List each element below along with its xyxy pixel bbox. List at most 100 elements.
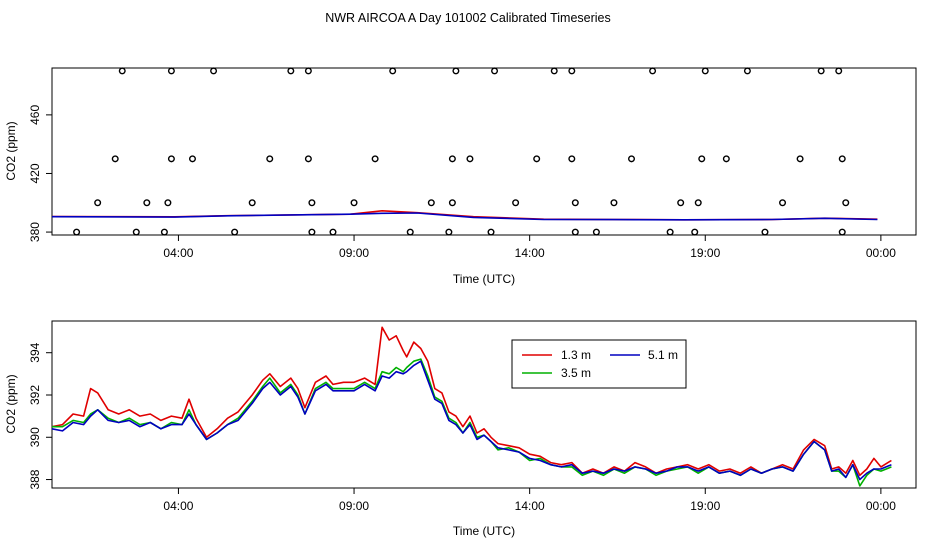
legend-label-1-3m: 1.3 m xyxy=(561,348,591,362)
calibration-point xyxy=(838,228,846,236)
calibration-point xyxy=(571,199,579,207)
calibration-point xyxy=(487,228,495,236)
top-plot-frame xyxy=(51,67,917,236)
bottom-y-tick-label: 392 xyxy=(28,385,42,405)
chart-title: NWR AIRCOA A Day 101002 Calibrated Times… xyxy=(325,11,611,25)
calibration-point xyxy=(188,155,196,163)
calibration-point xyxy=(427,199,435,207)
calibration-point xyxy=(835,67,843,75)
calibration-point xyxy=(350,199,358,207)
top-x-tick-label: 00:00 xyxy=(866,246,896,260)
legend-box xyxy=(511,339,687,389)
bottom-x-ticks: 04:00 09:00 14:00 19:00 00:00 xyxy=(163,488,896,513)
top-y-tick-label: 380 xyxy=(28,222,42,242)
calibration-point xyxy=(248,199,256,207)
calibration-point xyxy=(701,67,709,75)
top-x-tick-label: 09:00 xyxy=(339,246,369,260)
calibration-point xyxy=(448,199,456,207)
calibration-point xyxy=(571,228,579,236)
calibration-point xyxy=(160,228,168,236)
calibration-point xyxy=(691,228,699,236)
bottom-y-ticks: 388 390 392 394 xyxy=(28,342,52,490)
legend: 1.3 m 3.5 m 5.1 m xyxy=(511,339,687,389)
calibration-point xyxy=(406,228,414,236)
top-ylabel: CO2 (ppm) xyxy=(4,121,18,180)
calibration-point xyxy=(329,228,337,236)
calibration-point xyxy=(210,67,218,75)
top-x-tick-label: 14:00 xyxy=(515,246,545,260)
calibration-point xyxy=(817,67,825,75)
calibration-point xyxy=(308,199,316,207)
bottom-series-1-3-m xyxy=(51,326,892,477)
bottom-xlabel: Time (UTC) xyxy=(453,524,515,538)
calibration-point xyxy=(266,155,274,163)
bottom-panel: CO2 (ppm) Time (UTC) 04:00 09:00 14:00 19:0… xyxy=(4,320,917,538)
top-calibration-points xyxy=(73,67,850,236)
calibration-point xyxy=(722,155,730,163)
bottom-ylabel: CO2 (ppm) xyxy=(4,374,18,433)
bottom-y-tick-label: 394 xyxy=(28,342,42,362)
bottom-x-tick-label: 00:00 xyxy=(866,499,896,513)
calibration-point xyxy=(568,67,576,75)
calibration-point xyxy=(308,228,316,236)
top-x-ticks: 04:00 09:00 14:00 19:00 00:00 xyxy=(163,235,896,260)
calibration-point xyxy=(743,67,751,75)
top-xlabel: Time (UTC) xyxy=(453,272,515,286)
calibration-point xyxy=(568,155,576,163)
legend-label-3-5m: 3.5 m xyxy=(561,366,591,380)
calibration-point xyxy=(73,228,81,236)
calibration-point xyxy=(304,67,312,75)
top-series-1-3-m xyxy=(51,210,878,221)
calibration-point xyxy=(779,199,787,207)
calibration-point xyxy=(94,199,102,207)
calibration-point xyxy=(111,155,119,163)
top-series-5-1-m xyxy=(51,212,878,221)
calibration-point xyxy=(143,199,151,207)
calibration-point xyxy=(796,155,804,163)
calibration-point xyxy=(592,228,600,236)
calibration-point xyxy=(550,67,558,75)
top-x-tick-label: 19:00 xyxy=(690,246,720,260)
top-panel: CO2 (ppm) Time (UTC) 04:00 09:00 14:00 19:0… xyxy=(4,67,917,286)
bottom-series-3-5-m xyxy=(52,358,892,487)
calibration-point xyxy=(304,155,312,163)
calibration-point xyxy=(389,67,397,75)
bottom-x-tick-label: 09:00 xyxy=(339,499,369,513)
calibration-point xyxy=(628,155,636,163)
calibration-point xyxy=(666,228,674,236)
calibration-point xyxy=(231,228,239,236)
bottom-x-tick-label: 04:00 xyxy=(163,499,193,513)
calibration-point xyxy=(698,155,706,163)
calibration-point xyxy=(445,228,453,236)
calibration-point xyxy=(512,199,520,207)
bottom-y-tick-label: 388 xyxy=(28,469,42,489)
bottom-x-tick-label: 19:00 xyxy=(690,499,720,513)
calibration-point xyxy=(761,228,769,236)
calibration-point xyxy=(842,199,850,207)
bottom-x-tick-label: 14:00 xyxy=(515,499,545,513)
calibration-point xyxy=(118,67,126,75)
calibration-point xyxy=(452,67,460,75)
calibration-point xyxy=(694,199,702,207)
bottom-y-tick-label: 390 xyxy=(28,427,42,447)
bottom-series-5-1-m xyxy=(51,360,892,481)
calibration-point xyxy=(838,155,846,163)
calibration-point xyxy=(287,67,295,75)
bottom-plot-frame xyxy=(51,320,917,489)
bottom-series-lines xyxy=(51,326,892,487)
calibration-point xyxy=(533,155,541,163)
calibration-point xyxy=(466,155,474,163)
top-y-tick-label: 460 xyxy=(28,105,42,125)
calibration-point xyxy=(132,228,140,236)
calibration-point xyxy=(610,199,618,207)
calibration-point xyxy=(649,67,657,75)
calibration-point xyxy=(448,155,456,163)
calibration-point xyxy=(491,67,499,75)
legend-label-5-1m: 5.1 m xyxy=(648,348,678,362)
top-series-lines xyxy=(51,210,878,221)
calibration-point xyxy=(164,199,172,207)
top-x-tick-label: 04:00 xyxy=(163,246,193,260)
calibration-point xyxy=(167,155,175,163)
calibration-point xyxy=(167,67,175,75)
